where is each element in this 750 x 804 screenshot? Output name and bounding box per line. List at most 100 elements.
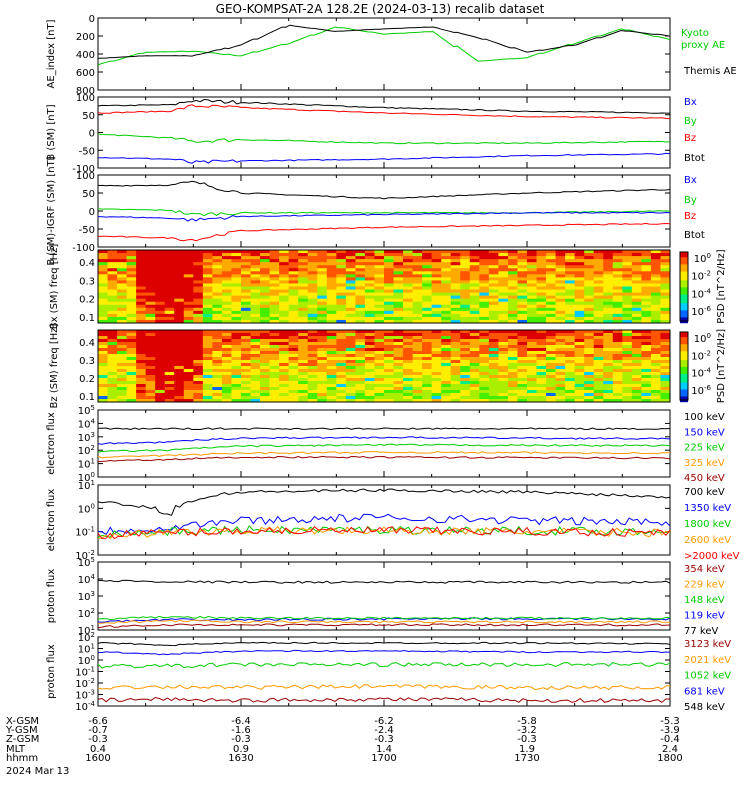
heatmap-cell <box>403 256 414 260</box>
heatmap-cell <box>250 396 261 400</box>
heatmap-cell <box>155 369 166 373</box>
heatmap-cell <box>574 295 585 300</box>
heatmap-cell <box>241 348 252 352</box>
heatmap-cell <box>431 253 442 257</box>
colorbar-cell <box>680 366 688 370</box>
heatmap-cell <box>536 375 547 379</box>
heatmap-cell <box>479 283 490 287</box>
y-tick-label: 10-2 <box>75 549 95 562</box>
legend-label: Kyoto <box>681 28 709 39</box>
heatmap-cell <box>326 396 337 400</box>
heatmap-cell <box>221 313 232 318</box>
heatmap-cell <box>231 301 242 306</box>
heatmap-cell <box>364 390 375 394</box>
heatmap-cell <box>412 250 423 254</box>
heatmap-cell <box>517 286 528 291</box>
heatmap-cell <box>231 292 242 297</box>
colorbar-cell <box>680 273 688 276</box>
heatmap-cell <box>155 262 166 266</box>
heatmap-cell <box>612 271 623 275</box>
heatmap-cell <box>403 366 414 370</box>
heatmap-cell <box>126 375 137 379</box>
heatmap-cell <box>317 399 328 403</box>
heatmap-cell <box>536 319 547 324</box>
heatmap-cell <box>393 268 404 272</box>
heatmap-cell <box>603 250 614 254</box>
heatmap-cell <box>174 372 185 376</box>
heatmap-cell <box>326 339 337 343</box>
heatmap-cell <box>221 351 232 355</box>
heatmap-cell <box>183 262 194 266</box>
heatmap-cell <box>345 375 356 379</box>
heatmap-cell <box>355 339 366 343</box>
heatmap-cell <box>460 393 471 397</box>
heatmap-cell <box>183 372 194 376</box>
heatmap-cell <box>174 277 185 281</box>
heatmap-cell <box>117 399 128 403</box>
heatmap-cell <box>279 250 290 254</box>
heatmap-cell <box>546 310 557 315</box>
heatmap-cell <box>517 375 528 379</box>
heatmap-cell <box>469 366 480 370</box>
heatmap-cell <box>212 277 223 281</box>
heatmap-cell <box>517 372 528 376</box>
heatmap-cell <box>307 348 318 352</box>
heatmap-cell <box>250 310 261 315</box>
heatmap-cell <box>231 336 242 340</box>
heatmap-cell <box>631 283 642 287</box>
heatmap-cell <box>412 357 423 361</box>
heatmap-cell <box>279 271 290 275</box>
heatmap-cell <box>317 292 328 297</box>
heatmap-cell <box>126 310 137 315</box>
heatmap-cell <box>307 360 318 364</box>
heatmap-cell <box>155 384 166 388</box>
heatmap-cell <box>202 342 213 346</box>
heatmap-cell <box>488 390 499 394</box>
heatmap-cell <box>650 289 661 294</box>
y-tick-label: 104 <box>78 417 96 430</box>
panel-frame <box>97 636 671 707</box>
heatmap-cell <box>660 262 671 266</box>
heatmap-cell <box>326 256 337 260</box>
heatmap-cell <box>107 271 118 275</box>
heatmap-cell <box>536 381 547 385</box>
heatmap-cell <box>593 304 604 309</box>
colorbar-cell <box>680 269 688 272</box>
heatmap-cell <box>593 399 604 403</box>
heatmap-cell <box>527 366 538 370</box>
heatmap-cell <box>136 274 147 278</box>
heatmap-cell <box>507 289 518 294</box>
heatmap-cell <box>603 265 614 269</box>
heatmap-cell <box>450 310 461 315</box>
y-tick-label: 10-3 <box>75 689 95 702</box>
heatmap-cell <box>479 319 490 324</box>
colorbar-cell <box>680 333 688 336</box>
heatmap-cell <box>364 319 375 324</box>
heatmap-cell <box>469 333 480 337</box>
heatmap-cell <box>384 259 395 263</box>
heatmap-cell <box>660 265 671 269</box>
footer-value: 1600 <box>85 753 110 764</box>
heatmap-cell <box>107 387 118 391</box>
heatmap-cell <box>355 274 366 278</box>
heatmap-cell <box>307 283 318 287</box>
heatmap-cell <box>536 333 547 337</box>
heatmap-cell <box>212 286 223 291</box>
heatmap-cell <box>145 357 156 361</box>
heatmap-cell <box>98 313 109 318</box>
heatmap-cell <box>517 316 528 321</box>
heatmap-cell <box>612 354 623 358</box>
heatmap-cell <box>164 384 175 388</box>
heatmap-cell <box>145 354 156 358</box>
heatmap-cell <box>393 259 404 263</box>
heatmap-cell <box>460 262 471 266</box>
heatmap-cell <box>164 351 175 355</box>
footer-value: -0.3 <box>374 734 394 745</box>
heatmap-cell <box>355 336 366 340</box>
footer-value: -0.7 <box>88 725 108 736</box>
heatmap-cell <box>450 363 461 367</box>
heatmap-cell <box>612 316 623 321</box>
heatmap-cell <box>364 348 375 352</box>
heatmap-cell <box>250 274 261 278</box>
